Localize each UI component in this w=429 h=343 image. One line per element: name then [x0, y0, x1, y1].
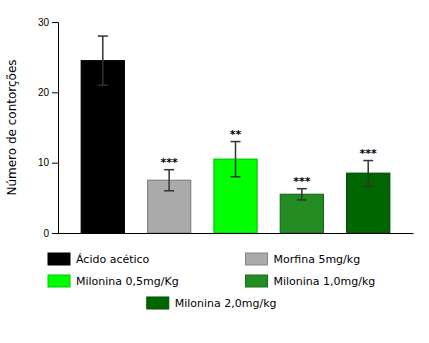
tick: 20: [38, 87, 58, 98]
error-cap: [164, 190, 174, 192]
error-cap: [297, 199, 307, 201]
legend-swatch: [246, 253, 268, 265]
error-cap: [164, 169, 174, 171]
legend-item: Milonina 1,0mg/kg: [246, 275, 376, 288]
y-axis: 0 10 20 30: [38, 17, 59, 239]
tick-line: [52, 233, 58, 234]
chart: 0102030***********Número de contorçõesÁc…: [0, 0, 429, 343]
y-label: Número de contorções: [5, 59, 19, 195]
legend-item: Ácido acético: [48, 253, 150, 266]
x-axis: [59, 233, 414, 234]
error-stem: [168, 170, 170, 191]
significance: ***: [161, 156, 179, 169]
legend-swatch: [147, 297, 169, 309]
error-bar: [231, 142, 241, 177]
tick-line: [52, 22, 58, 23]
error-stem: [367, 161, 369, 186]
tick: 0: [43, 228, 58, 239]
bar: [280, 194, 323, 233]
error-bar: [98, 36, 108, 85]
error-bar: [297, 189, 307, 200]
tick-label: 10: [38, 157, 50, 168]
annotations: ***********: [161, 128, 378, 188]
tick-label: 30: [38, 17, 50, 28]
legend-swatch: [48, 253, 70, 265]
marks: [81, 36, 390, 233]
error-bar: [164, 170, 174, 191]
legend-swatch: [48, 275, 70, 287]
tick: 30: [38, 17, 58, 28]
tick-label: 0: [43, 228, 49, 239]
error-cap: [363, 185, 373, 187]
error-cap: [231, 176, 241, 178]
legend-item: Milonina 0,5mg/Kg: [48, 275, 179, 288]
legend: Ácido acético Morfina 5mg/kg Milonina 0,5m…: [48, 253, 375, 310]
significance: ***: [360, 147, 378, 160]
plot: 0102030***********: [38, 17, 414, 239]
tick-line: [52, 92, 58, 93]
bar: [81, 61, 124, 233]
significance: **: [230, 128, 242, 141]
legend-item: Milonina 2,0mg/kg: [147, 297, 277, 310]
error-stem: [301, 189, 303, 200]
error-cap: [297, 188, 307, 190]
error-cap: [231, 141, 241, 143]
legend-label: Milonina 2,0mg/kg: [175, 297, 277, 310]
tick: 10: [38, 157, 58, 168]
legend-item: Morfina 5mg/kg: [246, 253, 361, 266]
significance: ***: [293, 175, 311, 188]
legend-swatch: [246, 275, 268, 287]
legend-label: Ácido acético: [76, 253, 150, 266]
error-stem: [102, 36, 104, 85]
tick-line: [52, 163, 58, 164]
error-stem: [235, 142, 237, 177]
error-cap: [98, 35, 108, 37]
legend-label: Milonina 1,0mg/kg: [274, 275, 376, 288]
error-bar: [363, 161, 373, 186]
axis-domain: [52, 23, 59, 234]
axis-domain: [59, 233, 414, 234]
tick-label: 20: [38, 87, 50, 98]
legend-label: Morfina 5mg/kg: [274, 253, 361, 266]
error-cap: [363, 160, 373, 162]
error-cap: [98, 85, 108, 87]
legend-label: Milonina 0,5mg/Kg: [76, 275, 179, 288]
